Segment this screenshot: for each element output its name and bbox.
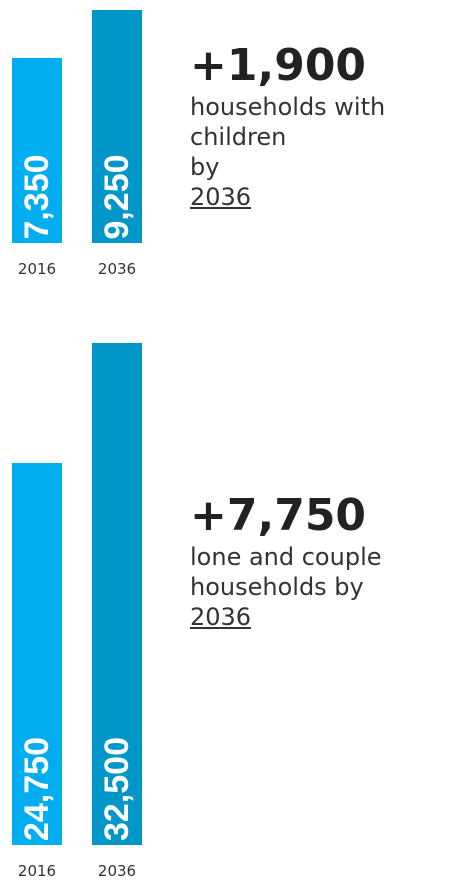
change-year: 2036 — [190, 183, 252, 211]
change-text-line: households by — [190, 573, 364, 601]
x-tick-label-2016: 2016 — [17, 260, 57, 278]
bar-value-label: 7,350 — [18, 153, 56, 240]
change-value: +1,900 — [190, 40, 367, 91]
bar-value-label: 24,750 — [18, 737, 56, 841]
change-text-line: households with — [190, 93, 386, 121]
bar-value-label: 9,250 — [98, 153, 136, 240]
bar-2016-households-with-children: 7,350 — [12, 58, 62, 243]
change-annotation-households-with-children: +1,900 households with children by 2036 — [190, 40, 450, 212]
bar-2036-lone-and-couple-households: 32,500 — [92, 343, 142, 845]
change-text-line: children — [190, 123, 287, 151]
change-text-line: lone and couple — [190, 543, 382, 571]
x-tick-label-2036: 2036 — [97, 862, 137, 880]
bar-value-label: 32,500 — [98, 737, 136, 841]
change-value: +7,750 — [190, 490, 367, 541]
x-tick-label-2016: 2016 — [17, 862, 57, 880]
bar-2016-lone-and-couple-households: 24,750 — [12, 463, 62, 845]
change-annotation-lone-and-couple-households: +7,750 lone and couple households by 203… — [190, 490, 450, 632]
change-text-line: by — [190, 153, 220, 181]
bar-2036-households-with-children: 9,250 — [92, 10, 142, 243]
x-tick-label-2036: 2036 — [97, 260, 137, 278]
change-year: 2036 — [190, 603, 252, 631]
